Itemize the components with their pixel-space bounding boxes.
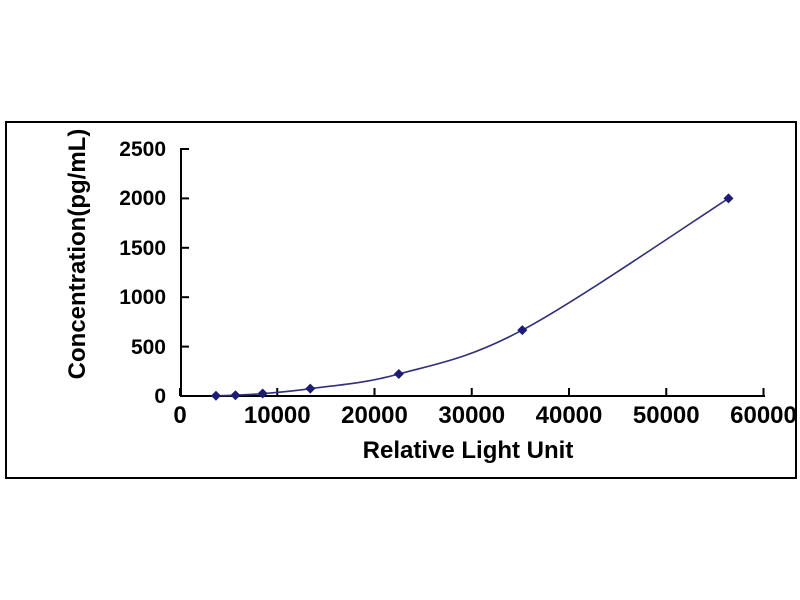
chart-border-frame bbox=[5, 121, 797, 479]
data-point-marker bbox=[230, 390, 241, 401]
y-axis-tick-label: 1000 bbox=[119, 286, 166, 310]
x-axis-title: Relative Light Unit bbox=[362, 437, 574, 464]
y-axis-tick-label: 2000 bbox=[119, 187, 166, 211]
x-axis-tick-label: 30000 bbox=[438, 402, 506, 429]
data-point-marker bbox=[723, 193, 734, 204]
series-curve bbox=[215, 197, 729, 397]
data-point-marker bbox=[257, 388, 268, 399]
data-point-marker bbox=[305, 383, 316, 394]
data-point-marker bbox=[393, 369, 404, 380]
data-point-marker bbox=[517, 325, 528, 336]
y-axis-title: Concentration(pg/mL) bbox=[64, 128, 91, 380]
y-axis-tick-label: 2500 bbox=[119, 138, 166, 161]
y-axis-tick-label: 0 bbox=[154, 385, 166, 408]
y-axis-tick-label: 500 bbox=[130, 335, 166, 359]
x-axis-tick-label: 0 bbox=[173, 402, 187, 429]
x-axis-tick-label: 60000 bbox=[730, 402, 797, 429]
x-axis-tick-label: 20000 bbox=[341, 402, 408, 429]
data-point-marker bbox=[210, 390, 221, 401]
x-axis-tick-label: 40000 bbox=[535, 402, 603, 429]
x-axis-tick-label: 50000 bbox=[632, 402, 700, 429]
x-axis-tick-label: 10000 bbox=[243, 402, 311, 429]
y-axis-tick-label: 1500 bbox=[119, 236, 166, 260]
